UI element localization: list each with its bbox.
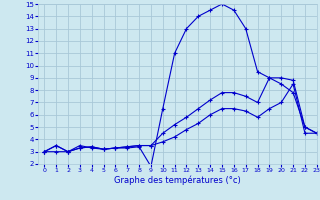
X-axis label: Graphe des températures (°c): Graphe des températures (°c) <box>114 176 241 185</box>
